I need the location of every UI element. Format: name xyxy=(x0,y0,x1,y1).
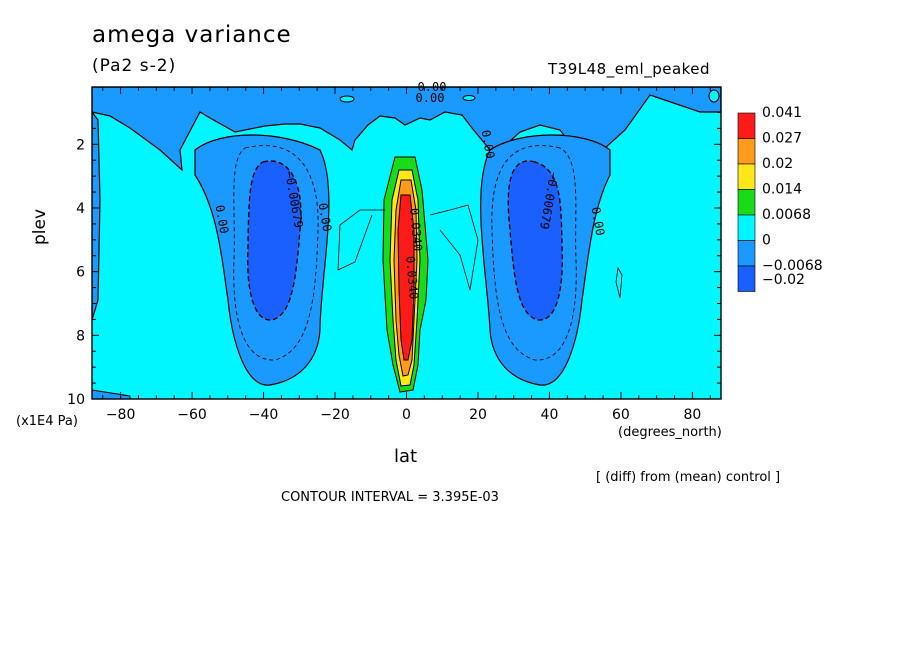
legend-swatch xyxy=(737,138,756,165)
x-tick-label: −20 xyxy=(320,407,350,423)
diff-note: [ (diff) from (mean) control ] xyxy=(596,470,781,485)
x-tick-label: 20 xyxy=(469,407,487,423)
legend-swatch xyxy=(737,112,756,139)
field-blue-west-edge xyxy=(92,111,101,321)
legend-level-label: 0.041 xyxy=(762,105,802,121)
contour-label: 0.00 xyxy=(479,129,498,160)
y-tick-labels: 2 4 6 8 10 xyxy=(67,137,85,408)
field-red xyxy=(397,194,415,361)
contour-blob-3 xyxy=(708,89,720,103)
legend-level-label: 0.027 xyxy=(762,131,802,147)
contour-interval: CONTOUR INTERVAL = 3.395E-03 xyxy=(281,490,499,505)
x-tick-label: 80 xyxy=(683,407,701,423)
contour-label: 0.00 xyxy=(316,202,335,233)
axis-ticks xyxy=(92,87,721,400)
x-tick-label: −40 xyxy=(249,407,279,423)
x-tick-label: 60 xyxy=(612,407,630,423)
legend-level-label: −0.02 xyxy=(762,272,805,288)
contour-blob-1 xyxy=(339,95,355,103)
y-tick-label: 4 xyxy=(76,201,85,217)
legend-swatch xyxy=(737,189,756,216)
contour-label: 0.0340 xyxy=(403,255,421,299)
y-tick-label: 8 xyxy=(76,328,85,344)
contour-label: 0.00 xyxy=(589,206,608,237)
x-tick-label: 40 xyxy=(541,407,559,423)
legend-swatch xyxy=(737,240,756,267)
legend-level-label: 0.02 xyxy=(762,156,793,172)
contour-label: 0.00 xyxy=(213,204,232,235)
plot-area xyxy=(92,87,721,399)
legend-level-label: 0 xyxy=(762,233,771,249)
contour-tiny-lobe xyxy=(615,266,623,299)
color-legend: 0.041 0.027 0.02 0.014 0.0068 0 −0.0068−0.02 xyxy=(737,105,823,292)
contour-blob-2 xyxy=(462,95,476,101)
legend-level-label: 0.014 xyxy=(762,182,802,198)
y-tick-label: 2 xyxy=(76,137,85,153)
contour-thin-west xyxy=(337,209,385,271)
x-tick-label: −60 xyxy=(177,407,207,423)
legend-swatch xyxy=(737,214,756,241)
y-axis-units: (x1E4 Pa) xyxy=(16,414,78,429)
field-deep-blue-south xyxy=(246,160,302,321)
y-tick-label: 10 xyxy=(67,392,85,408)
chart-title: amega variance xyxy=(92,22,292,48)
contour-label: 0.00 xyxy=(416,91,445,105)
experiment-label: T39L48_eml_peaked xyxy=(548,60,711,78)
legend-swatch xyxy=(737,163,756,190)
legend-level-label: −0.0068 xyxy=(762,258,823,274)
x-tick-label: −80 xyxy=(106,407,136,423)
contour-label: 0.00 xyxy=(418,80,447,94)
legend-swatch xyxy=(737,265,756,292)
contour-dashed-north xyxy=(491,145,577,361)
chart-units: (Pa2 s-2) xyxy=(92,56,177,76)
x-tick-labels: −80 −60 −40 −20 0 20 40 60 80 xyxy=(106,407,702,423)
contour-thin-east xyxy=(429,204,479,291)
y-tick-label: 6 xyxy=(76,265,85,281)
x-axis-units: (degrees_north) xyxy=(618,425,722,440)
legend-level-label: 0.0068 xyxy=(762,207,811,223)
contour-label: 0.0340 xyxy=(407,207,425,251)
x-axis-label: lat xyxy=(394,446,418,467)
x-tick-label: 0 xyxy=(402,407,411,423)
contour-dashed-south xyxy=(233,145,319,361)
field-deep-blue-north xyxy=(507,160,564,321)
